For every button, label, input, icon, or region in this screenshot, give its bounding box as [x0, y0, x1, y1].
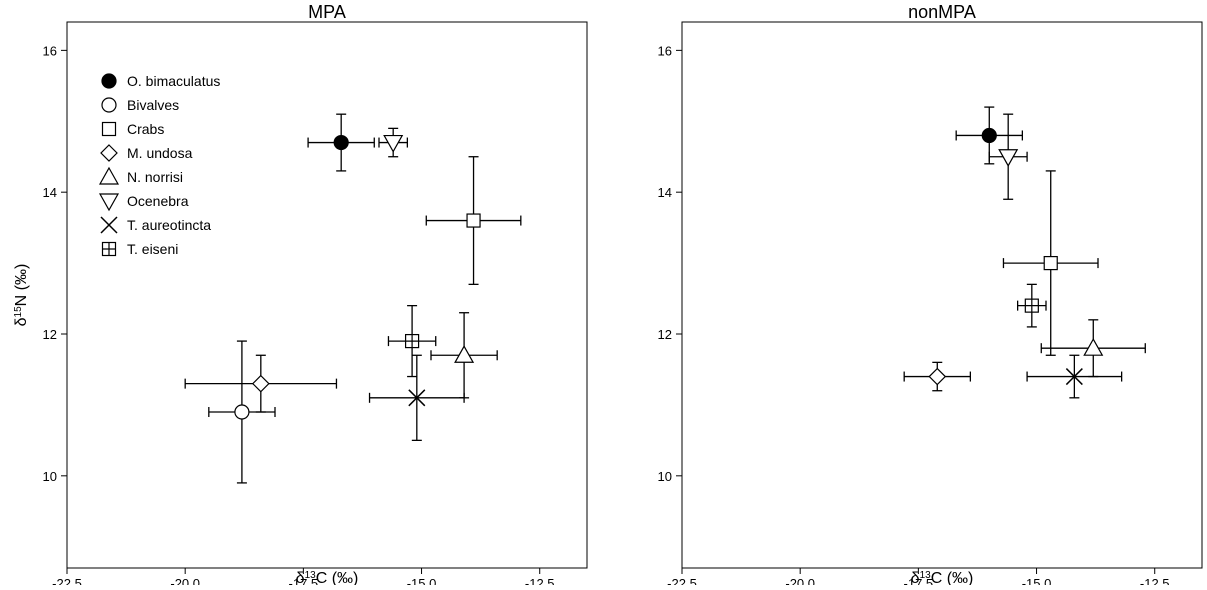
mpa-marker-m-undosa	[251, 374, 270, 393]
nonmpa-panel: nonMPA -22.5 -20.0 -17.5 -15.0 -12.5 1012141…	[658, 2, 1203, 590]
legend-label-o-bimaculatus: O. bimaculatus	[127, 73, 220, 89]
nonmpa-marker-ocenebra	[998, 149, 1019, 167]
nonmpa-x-tick-label: -20.0	[785, 576, 815, 585]
legend-label-crabs: Crabs	[127, 121, 164, 137]
nonmpa-point-ocenebra	[988, 113, 1028, 200]
nonmpa-marker-o-bimaculatus	[981, 127, 997, 144]
legend-entry-ocenebra: Ocenebra	[98, 193, 189, 212]
nonmpa-point-crabs	[1002, 170, 1099, 356]
legend-label-ocenebra: Ocenebra	[127, 193, 189, 209]
legend-label-bivalves: Bivalves	[127, 97, 179, 113]
mpa-point-t-eiseni	[387, 304, 437, 378]
mpa-point-n-norrisi	[430, 312, 498, 399]
nonmpa-y-tick-label: 16	[658, 43, 672, 58]
legend-entry-m-undosa: M. undosa	[100, 144, 193, 162]
nonmpa-point-t-aureotincta	[1026, 354, 1123, 399]
mpa-point-o-bimaculatus	[307, 113, 375, 172]
nonmpa-x-tick-label: -15.0	[1022, 576, 1052, 585]
mpa-y-tick-label: 16	[43, 43, 57, 58]
nonmpa-marker-t-eiseni-cross	[1025, 299, 1039, 313]
mpa-point-t-aureotincta	[368, 354, 465, 442]
nonmpa-panel-title: nonMPA	[908, 2, 976, 22]
legend-label-t-aureotincta: T. aureotincta	[127, 217, 211, 233]
mpa-point-ocenebra	[378, 127, 409, 158]
mpa-y-axis-label: δ15N (‰)	[13, 264, 31, 327]
legend-entry-t-eiseni: T. eiseni	[101, 241, 178, 257]
nonmpa-point-o-bimaculatus	[955, 106, 1024, 165]
legend-marker-t-aureotincta	[100, 216, 118, 234]
nonmpa-data-points	[903, 106, 1146, 399]
nonmpa-point-t-eiseni	[1016, 283, 1047, 328]
legend-marker-t-eiseni-cross	[102, 242, 116, 256]
nonmpa-marker-n-norrisi	[1083, 337, 1104, 356]
mpa-marker-t-aureotincta	[408, 389, 426, 407]
mpa-x-tick-label: -22.5	[52, 576, 82, 585]
mpa-y-axis: 10 12 14 16	[43, 43, 67, 484]
nonmpa-marker-m-undosa	[928, 367, 947, 386]
mpa-marker-n-norrisi	[454, 345, 475, 363]
nonmpa-y-axis: 10 12 14 16	[658, 43, 682, 484]
nonmpa-y-tick-label: 12	[658, 327, 672, 342]
legend-marker-m-undosa	[100, 144, 118, 162]
legend-marker-o-bimaculatus	[101, 73, 117, 89]
legend-entry-crabs: Crabs	[101, 121, 164, 137]
nonmpa-x-tick-label: -22.5	[667, 576, 697, 585]
mpa-marker-crabs	[466, 213, 481, 228]
mpa-point-bivalves	[208, 340, 276, 484]
mpa-y-label-superscript: 15	[13, 306, 24, 318]
legend-entry-t-aureotincta: T. aureotincta	[100, 216, 211, 234]
legend-entry-bivalves: Bivalves	[101, 97, 179, 113]
mpa-point-crabs	[425, 156, 522, 286]
legend-label-m-undosa: M. undosa	[127, 145, 193, 161]
mpa-x-tick-label: -20.0	[170, 576, 200, 585]
nonmpa-y-tick-label: 10	[658, 469, 672, 484]
legend-marker-ocenebra	[98, 193, 120, 212]
mpa-marker-o-bimaculatus	[333, 134, 349, 151]
legend-marker-bivalves	[101, 97, 117, 113]
mpa-plot-frame	[66, 21, 588, 569]
nonmpa-x-label-superscript: 13	[920, 570, 932, 581]
legend-marker-n-norrisi	[98, 166, 120, 185]
mpa-marker-ocenebra	[383, 134, 404, 153]
mpa-y-tick-label: 10	[43, 469, 57, 484]
mpa-data-points	[184, 113, 522, 484]
nonmpa-marker-t-aureotincta	[1065, 368, 1083, 386]
mpa-x-label-superscript: 13	[305, 570, 317, 581]
nonmpa-plot-frame	[681, 21, 1203, 569]
nonmpa-point-m-undosa	[903, 361, 972, 392]
nonmpa-x-tick-label: -12.5	[1140, 576, 1170, 585]
mpa-marker-t-eiseni-cross	[405, 334, 419, 348]
mpa-point-m-undosa	[184, 354, 338, 413]
mpa-x-tick-label: -15.0	[407, 576, 437, 585]
nonmpa-marker-crabs	[1043, 255, 1058, 271]
legend-label-n-norrisi: N. norrisi	[127, 169, 183, 185]
nonmpa-point-n-norrisi	[1040, 319, 1146, 378]
mpa-y-tick-label: 12	[43, 327, 57, 342]
mpa-marker-bivalves	[234, 404, 250, 420]
legend-marker-crabs	[101, 121, 117, 137]
mpa-panel-title: MPA	[308, 2, 346, 22]
legend-label-t-eiseni: T. eiseni	[127, 241, 178, 257]
mpa-y-tick-label: 14	[43, 185, 57, 200]
mpa-x-tick-label: -12.5	[525, 576, 555, 585]
legend-entry-n-norrisi: N. norrisi	[98, 166, 183, 185]
legend-entry-o-bimaculatus: O. bimaculatus	[101, 73, 220, 89]
legend: O. bimaculatus Bivalves Crabs M. undosa N. n…	[98, 73, 220, 257]
nonmpa-y-tick-label: 14	[658, 185, 672, 200]
